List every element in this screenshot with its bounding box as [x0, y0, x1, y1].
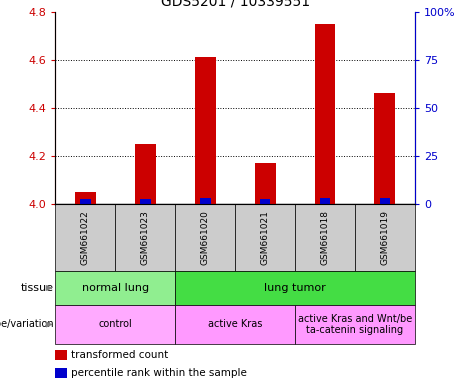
Bar: [140, 199, 151, 204]
Bar: [374, 93, 396, 204]
Bar: [135, 144, 156, 204]
Bar: [295, 305, 415, 344]
Bar: [200, 198, 211, 204]
Text: lung tumor: lung tumor: [264, 283, 326, 293]
Bar: [55, 271, 175, 305]
Bar: [379, 198, 390, 204]
Text: active Kras and Wnt/be
ta-catenin signaling: active Kras and Wnt/be ta-catenin signal…: [298, 314, 412, 335]
Text: control: control: [98, 319, 132, 329]
Bar: [55, 368, 67, 377]
Text: tissue: tissue: [21, 283, 54, 293]
Bar: [195, 57, 216, 204]
Bar: [254, 163, 276, 204]
Text: GSM661019: GSM661019: [380, 210, 390, 265]
Bar: [55, 350, 67, 360]
Bar: [175, 305, 295, 344]
Bar: [175, 204, 235, 271]
Text: GSM661021: GSM661021: [260, 210, 270, 265]
Text: GSM661023: GSM661023: [141, 210, 150, 265]
Bar: [115, 204, 175, 271]
Text: transformed count: transformed count: [71, 350, 169, 360]
Bar: [55, 204, 115, 271]
Bar: [55, 305, 175, 344]
Bar: [355, 204, 415, 271]
Title: GDS5201 / 10339551: GDS5201 / 10339551: [160, 0, 310, 9]
Text: active Kras: active Kras: [208, 319, 262, 329]
Text: GSM661022: GSM661022: [81, 210, 90, 265]
Bar: [319, 198, 331, 204]
Bar: [314, 23, 336, 204]
Text: percentile rank within the sample: percentile rank within the sample: [71, 368, 248, 378]
Text: GSM661018: GSM661018: [320, 210, 330, 265]
Bar: [260, 199, 271, 204]
Text: GSM661020: GSM661020: [201, 210, 210, 265]
Bar: [75, 192, 96, 204]
Bar: [175, 271, 415, 305]
Text: genotype/variation: genotype/variation: [0, 319, 54, 329]
Bar: [235, 204, 295, 271]
Text: normal lung: normal lung: [82, 283, 149, 293]
Bar: [80, 199, 91, 204]
Bar: [295, 204, 355, 271]
